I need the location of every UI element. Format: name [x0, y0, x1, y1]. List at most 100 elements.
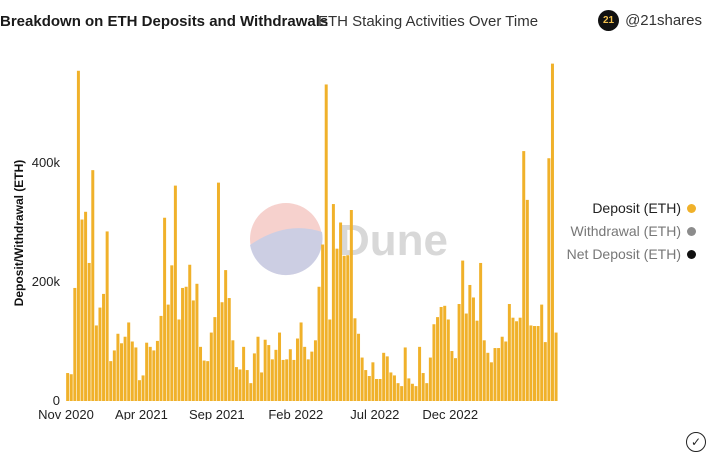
- bar[interactable]: [468, 284, 472, 401]
- bar[interactable]: [475, 320, 479, 401]
- bar[interactable]: [410, 383, 414, 401]
- bar[interactable]: [288, 349, 292, 401]
- bar[interactable]: [94, 325, 98, 401]
- bar[interactable]: [339, 222, 343, 402]
- bar[interactable]: [457, 304, 461, 401]
- bar[interactable]: [274, 349, 278, 401]
- bar[interactable]: [123, 336, 127, 401]
- bar[interactable]: [554, 332, 558, 401]
- bar[interactable]: [493, 348, 497, 401]
- bar[interactable]: [375, 378, 378, 401]
- bar[interactable]: [385, 356, 389, 402]
- bar[interactable]: [364, 370, 368, 401]
- bar[interactable]: [112, 350, 116, 401]
- bar[interactable]: [357, 333, 361, 401]
- bar[interactable]: [177, 319, 181, 401]
- bar[interactable]: [436, 317, 440, 401]
- bar[interactable]: [173, 185, 177, 401]
- bar[interactable]: [342, 255, 346, 401]
- bar[interactable]: [145, 342, 149, 401]
- bar[interactable]: [127, 322, 131, 401]
- bar[interactable]: [299, 322, 303, 401]
- bar[interactable]: [306, 359, 310, 401]
- bar[interactable]: [199, 346, 203, 401]
- bar[interactable]: [450, 351, 454, 401]
- bar[interactable]: [231, 340, 235, 401]
- bar[interactable]: [263, 339, 267, 401]
- bar[interactable]: [209, 332, 213, 401]
- bar[interactable]: [141, 375, 145, 401]
- bar[interactable]: [443, 305, 447, 401]
- bar[interactable]: [511, 317, 515, 401]
- bar[interactable]: [425, 383, 429, 401]
- bar[interactable]: [346, 255, 350, 401]
- bar[interactable]: [224, 270, 228, 401]
- bar[interactable]: [321, 244, 325, 401]
- bar[interactable]: [418, 346, 422, 401]
- bar[interactable]: [471, 297, 475, 401]
- bar[interactable]: [331, 204, 335, 401]
- bar[interactable]: [310, 351, 314, 401]
- check-circle-icon[interactable]: ✓: [686, 432, 706, 452]
- bar[interactable]: [550, 63, 554, 401]
- bar[interactable]: [188, 264, 192, 401]
- bar[interactable]: [518, 317, 522, 401]
- bar[interactable]: [507, 304, 511, 401]
- bar[interactable]: [525, 199, 529, 401]
- bar[interactable]: [130, 341, 134, 402]
- bar[interactable]: [120, 343, 124, 401]
- bar[interactable]: [260, 372, 264, 401]
- bar[interactable]: [439, 306, 443, 401]
- bar[interactable]: [105, 231, 109, 401]
- bar[interactable]: [267, 345, 271, 401]
- bar[interactable]: [91, 170, 95, 401]
- bar[interactable]: [382, 352, 386, 401]
- bar[interactable]: [76, 70, 80, 401]
- bar[interactable]: [152, 350, 156, 401]
- bar[interactable]: [195, 283, 199, 401]
- bar[interactable]: [285, 359, 289, 401]
- bar[interactable]: [184, 286, 188, 401]
- bar[interactable]: [249, 383, 253, 401]
- bar[interactable]: [148, 346, 152, 401]
- bar[interactable]: [497, 348, 501, 401]
- bar[interactable]: [454, 358, 457, 401]
- bar[interactable]: [256, 336, 260, 401]
- bar[interactable]: [216, 182, 220, 401]
- bar[interactable]: [378, 378, 382, 401]
- bar[interactable]: [371, 362, 375, 401]
- bar[interactable]: [181, 287, 185, 401]
- bar[interactable]: [414, 386, 418, 402]
- bar[interactable]: [213, 317, 217, 401]
- bar[interactable]: [191, 300, 195, 401]
- bar[interactable]: [303, 346, 307, 401]
- bar[interactable]: [482, 340, 486, 401]
- bar[interactable]: [252, 353, 256, 401]
- bar[interactable]: [540, 304, 544, 401]
- bar[interactable]: [529, 325, 533, 401]
- legend-item[interactable]: Deposit (ETH): [567, 200, 696, 216]
- bar[interactable]: [547, 158, 551, 401]
- bar[interactable]: [324, 84, 328, 402]
- bar[interactable]: [500, 336, 504, 401]
- bar[interactable]: [515, 321, 519, 401]
- bar[interactable]: [295, 338, 299, 401]
- bar[interactable]: [317, 286, 321, 401]
- bar[interactable]: [292, 359, 296, 401]
- legend-item[interactable]: Withdrawal (ETH): [567, 223, 696, 239]
- bar[interactable]: [270, 359, 274, 401]
- bar[interactable]: [134, 347, 138, 401]
- bar[interactable]: [163, 217, 167, 401]
- bar[interactable]: [421, 373, 425, 401]
- bar[interactable]: [504, 341, 508, 402]
- bar[interactable]: [166, 304, 170, 401]
- bar[interactable]: [84, 211, 88, 401]
- bar[interactable]: [396, 383, 400, 401]
- bar[interactable]: [102, 293, 106, 401]
- bar[interactable]: [206, 361, 210, 401]
- bar[interactable]: [479, 262, 483, 401]
- bar[interactable]: [392, 375, 396, 401]
- brand[interactable]: 21 @21shares: [598, 10, 702, 31]
- bar[interactable]: [432, 324, 436, 401]
- bar[interactable]: [87, 262, 91, 401]
